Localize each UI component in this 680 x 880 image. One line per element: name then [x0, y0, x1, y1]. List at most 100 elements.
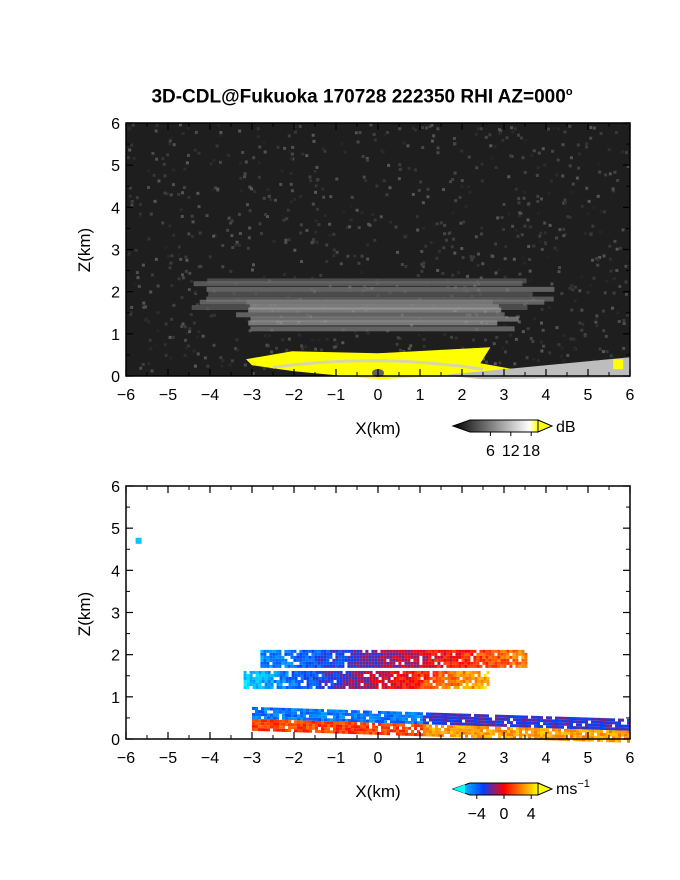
- bottom-xtick-label: 4: [542, 750, 551, 767]
- velocity-pixel: [318, 724, 321, 728]
- velocity-pixel: [345, 712, 348, 716]
- velocity-pixel: [462, 670, 466, 674]
- velocity-pixel: [555, 734, 558, 738]
- noise-pixel: [540, 247, 544, 251]
- velocity-pixel: [594, 729, 597, 733]
- velocity-pixel: [321, 730, 324, 734]
- noise-pixel: [365, 156, 369, 160]
- velocity-pixel: [404, 664, 408, 668]
- velocity-pixel: [336, 676, 340, 680]
- noise-pixel: [162, 162, 166, 166]
- noise-pixel: [547, 127, 551, 131]
- velocity-pixel: [357, 710, 360, 714]
- noise-pixel: [620, 150, 624, 154]
- velocity-pixel: [443, 658, 447, 662]
- velocity-pixel: [299, 655, 303, 659]
- velocity-pixel: [525, 730, 528, 734]
- velocity-pixel: [432, 715, 435, 719]
- noise-pixel: [212, 234, 216, 238]
- velocity-pixel: [387, 685, 391, 689]
- noise-pixel: [270, 350, 274, 354]
- velocity-pixel: [413, 661, 417, 665]
- velocity-pixel: [285, 707, 288, 711]
- noise-pixel: [615, 247, 619, 251]
- velocity-pixel: [600, 726, 603, 730]
- noise-pixel: [148, 338, 152, 342]
- velocity-pixel: [341, 652, 345, 656]
- velocity-pixel: [579, 720, 582, 724]
- velocity-pixel: [435, 673, 439, 677]
- top-xtick-label: 3: [500, 387, 509, 404]
- velocity-pixel: [393, 682, 397, 686]
- velocity-pixel: [282, 716, 285, 720]
- bottom-ytick-label: 1: [111, 690, 120, 707]
- velocity-pixel: [486, 732, 489, 736]
- velocity-pixel: [396, 732, 399, 736]
- velocity-pixel: [506, 652, 510, 656]
- velocity-pixel: [366, 731, 369, 735]
- noise-pixel: [263, 150, 267, 154]
- velocity-pixel: [564, 728, 567, 732]
- velocity-pixel: [323, 664, 327, 668]
- velocity-pixel: [543, 719, 546, 723]
- velocity-pixel: [354, 719, 357, 723]
- velocity-pixel: [483, 723, 486, 727]
- velocity-pixel: [255, 679, 259, 683]
- noise-pixel: [300, 260, 304, 264]
- velocity-pixel: [447, 685, 451, 689]
- velocity-pixel: [375, 682, 379, 686]
- velocity-pixel: [573, 729, 576, 733]
- velocity-pixel: [474, 679, 478, 683]
- velocity-pixel: [515, 658, 519, 662]
- velocity-pixel: [276, 713, 279, 717]
- noise-pixel: [516, 234, 520, 238]
- velocity-pixel: [396, 717, 399, 721]
- noise-pixel: [450, 335, 454, 339]
- velocity-pixel: [398, 661, 402, 665]
- velocity-pixel: [356, 664, 360, 668]
- noise-pixel: [439, 221, 443, 225]
- velocity-pixel: [468, 722, 471, 726]
- dB-unit-label: dB: [556, 419, 576, 436]
- velocity-pixel: [348, 718, 351, 722]
- velocity-pixel: [384, 676, 388, 680]
- velocity-pixel: [612, 736, 615, 740]
- velocity-pixel: [279, 673, 283, 677]
- velocity-pixel: [579, 726, 582, 730]
- velocity-pixel: [476, 661, 480, 665]
- velocity-pixel: [446, 661, 450, 665]
- velocity-pixel: [309, 723, 312, 727]
- noise-pixel: [394, 225, 398, 229]
- velocity-pixel: [357, 685, 361, 689]
- dB-colorbar-bar: [451, 419, 539, 433]
- velocity-pixel: [459, 722, 462, 726]
- velocity-pixel: [609, 718, 612, 722]
- noise-pixel: [564, 201, 568, 205]
- velocity-pixel: [321, 673, 325, 677]
- velocity-pixel: [564, 719, 567, 723]
- noise-pixel: [498, 361, 502, 365]
- velocity-pixel: [456, 722, 459, 726]
- velocity-pixel: [275, 658, 279, 662]
- velocity-pixel: [306, 711, 309, 715]
- velocity-pixel: [264, 719, 267, 723]
- velocity-colorbar-tick-label: 4: [527, 806, 536, 823]
- velocity-pixel: [449, 655, 453, 659]
- noise-pixel: [402, 349, 406, 353]
- velocity-pixel: [360, 731, 363, 735]
- velocity-pixel: [486, 720, 489, 724]
- velocity-pixel: [429, 718, 432, 722]
- velocity-pixel: [297, 723, 300, 727]
- velocity-pixel: [330, 718, 333, 722]
- noise-pixel: [300, 347, 304, 351]
- noise-pixel: [531, 339, 535, 343]
- velocity-pixel: [564, 716, 567, 720]
- velocity-unit-exponent: −1: [577, 778, 590, 790]
- velocity-pixel: [246, 682, 250, 686]
- velocity-pixel: [423, 685, 427, 689]
- noise-pixel: [571, 182, 575, 186]
- velocity-pixel: [462, 679, 466, 683]
- noise-pixel: [181, 191, 185, 195]
- velocity-pixel: [429, 712, 432, 716]
- velocity-pixel: [369, 713, 372, 717]
